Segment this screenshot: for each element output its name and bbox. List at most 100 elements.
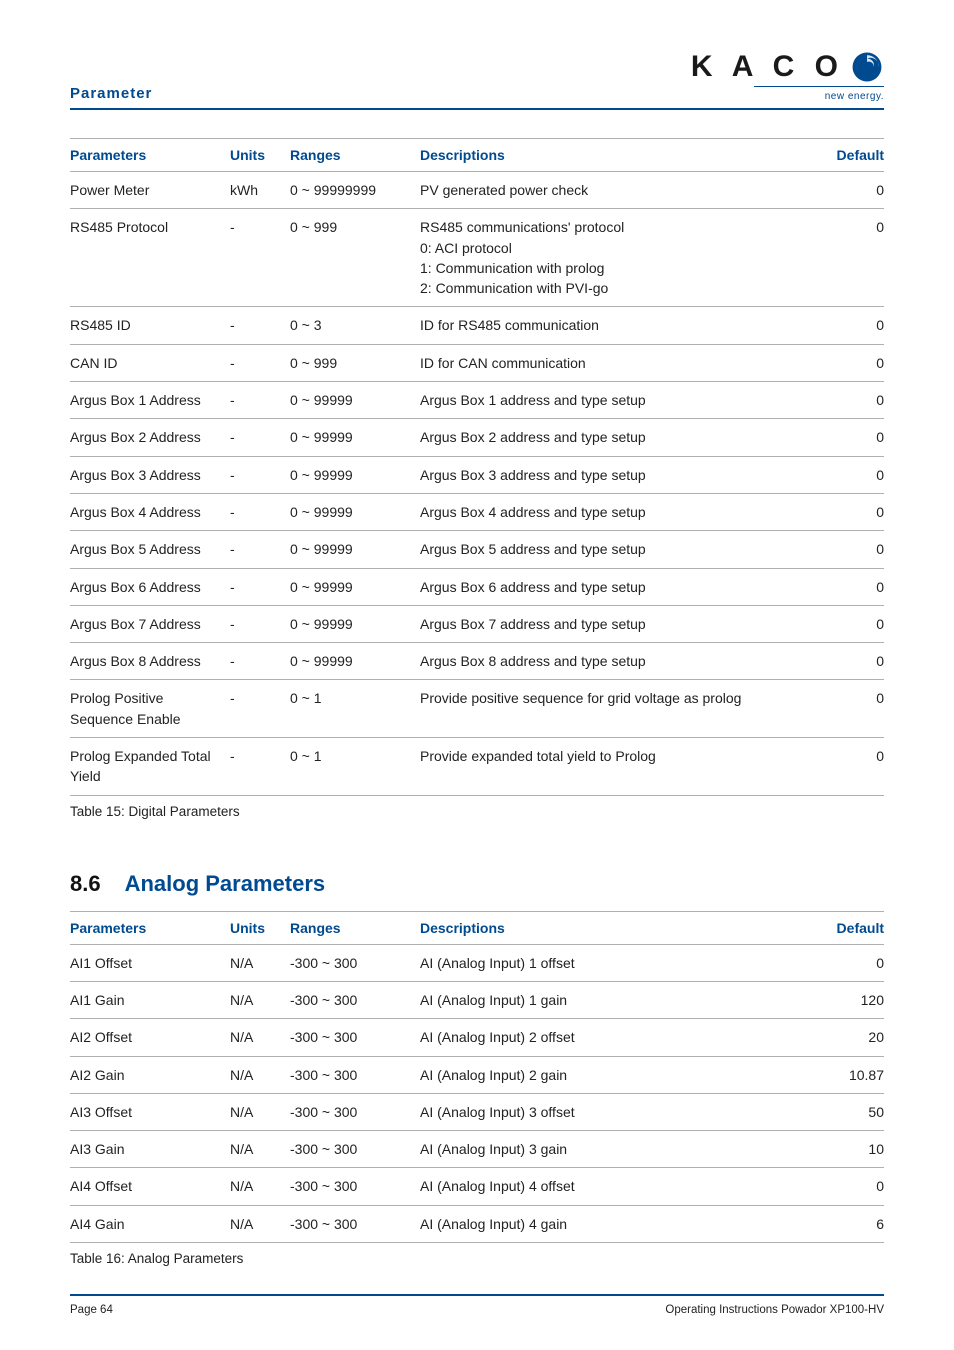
cell-units: - [230, 605, 290, 642]
cell-ranges: -300 ~ 300 [290, 1168, 420, 1205]
cell-desc: ID for CAN communication [420, 344, 804, 381]
table-row: AI4 OffsetN/A-300 ~ 300AI (Analog Input)… [70, 1168, 884, 1205]
col-header: Ranges [290, 911, 420, 944]
table-row: AI2 OffsetN/A-300 ~ 300AI (Analog Input)… [70, 1019, 884, 1056]
table-row: AI2 GainN/A-300 ~ 300AI (Analog Input) 2… [70, 1056, 884, 1093]
analog-parameters-table: Parameters Units Ranges Descriptions Def… [70, 911, 884, 1243]
header-label: Parameter [70, 85, 152, 102]
cell-units: N/A [230, 981, 290, 1018]
cell-param: Power Meter [70, 172, 230, 209]
cell-ranges: 0 ~ 999 [290, 209, 420, 307]
table-row: Argus Box 5 Address-0 ~ 99999Argus Box 5… [70, 531, 884, 568]
cell-default: 0 [804, 680, 884, 738]
cell-default: 0 [804, 568, 884, 605]
cell-ranges: 0 ~ 3 [290, 307, 420, 344]
col-header: Parameters [70, 139, 230, 172]
footer-doc-title: Operating Instructions Powador XP100-HV [665, 1304, 884, 1316]
cell-default: 0 [804, 605, 884, 642]
cell-param: AI2 Gain [70, 1056, 230, 1093]
cell-param: AI3 Offset [70, 1093, 230, 1130]
swirl-icon [850, 50, 884, 84]
cell-units: - [230, 344, 290, 381]
col-header: Units [230, 139, 290, 172]
cell-default: 0 [804, 944, 884, 981]
table-row: Argus Box 1 Address-0 ~ 99999Argus Box 1… [70, 382, 884, 419]
cell-param: Prolog Expanded Total Yield [70, 738, 230, 796]
cell-desc: Argus Box 3 address and type setup [420, 456, 804, 493]
cell-units: - [230, 456, 290, 493]
page-footer: Page 64 Operating Instructions Powador X… [70, 1294, 884, 1316]
cell-desc: Argus Box 4 address and type setup [420, 493, 804, 530]
cell-desc: Argus Box 1 address and type setup [420, 382, 804, 419]
cell-default: 0 [804, 1168, 884, 1205]
table-row: Argus Box 7 Address-0 ~ 99999Argus Box 7… [70, 605, 884, 642]
footer-page-number: Page 64 [70, 1304, 113, 1316]
cell-desc: Argus Box 2 address and type setup [420, 419, 804, 456]
cell-ranges: 0 ~ 99999 [290, 568, 420, 605]
logo: K A C O new energy. [691, 50, 884, 102]
table-row: CAN ID-0 ~ 999ID for CAN communication0 [70, 344, 884, 381]
cell-units: N/A [230, 1205, 290, 1242]
cell-param: Argus Box 3 Address [70, 456, 230, 493]
cell-default: 0 [804, 456, 884, 493]
cell-units: - [230, 531, 290, 568]
page-header: Parameter K A C O new energy. [70, 50, 884, 110]
cell-units: - [230, 680, 290, 738]
table-body: Power MeterkWh0 ~ 99999999PV generated p… [70, 172, 884, 796]
cell-default: 0 [804, 738, 884, 796]
cell-units: N/A [230, 1056, 290, 1093]
section-heading: 8.6Analog Parameters [70, 871, 884, 897]
cell-desc: Provide expanded total yield to Prolog [420, 738, 804, 796]
cell-units: - [230, 643, 290, 680]
cell-units: N/A [230, 1168, 290, 1205]
table-header-row: Parameters Units Ranges Descriptions Def… [70, 911, 884, 944]
section-title: Analog Parameters [125, 871, 326, 896]
logo-sub: new energy. [825, 91, 884, 102]
cell-ranges: 0 ~ 99999 [290, 419, 420, 456]
cell-desc: PV generated power check [420, 172, 804, 209]
cell-param: AI4 Gain [70, 1205, 230, 1242]
cell-param: AI3 Gain [70, 1131, 230, 1168]
table-row: Argus Box 3 Address-0 ~ 99999Argus Box 3… [70, 456, 884, 493]
cell-default: 0 [804, 531, 884, 568]
cell-ranges: 0 ~ 1 [290, 738, 420, 796]
cell-ranges: 0 ~ 999 [290, 344, 420, 381]
cell-units: N/A [230, 1019, 290, 1056]
col-header: Default [804, 139, 884, 172]
col-header: Descriptions [420, 139, 804, 172]
col-header: Descriptions [420, 911, 804, 944]
cell-units: N/A [230, 1093, 290, 1130]
table-row: AI4 GainN/A-300 ~ 300AI (Analog Input) 4… [70, 1205, 884, 1242]
col-header: Parameters [70, 911, 230, 944]
cell-desc: Provide positive sequence for grid volta… [420, 680, 804, 738]
table-row: AI1 GainN/A-300 ~ 300AI (Analog Input) 1… [70, 981, 884, 1018]
cell-ranges: -300 ~ 300 [290, 944, 420, 981]
cell-desc: AI (Analog Input) 4 gain [420, 1205, 804, 1242]
cell-ranges: -300 ~ 300 [290, 1205, 420, 1242]
cell-desc: Argus Box 6 address and type setup [420, 568, 804, 605]
cell-default: 10 [804, 1131, 884, 1168]
table-row: Argus Box 6 Address-0 ~ 99999Argus Box 6… [70, 568, 884, 605]
cell-units: N/A [230, 944, 290, 981]
cell-units: kWh [230, 172, 290, 209]
cell-units: - [230, 738, 290, 796]
cell-ranges: -300 ~ 300 [290, 981, 420, 1018]
cell-ranges: 0 ~ 99999999 [290, 172, 420, 209]
cell-default: 0 [804, 172, 884, 209]
table-row: AI1 OffsetN/A-300 ~ 300AI (Analog Input)… [70, 944, 884, 981]
cell-desc: Argus Box 7 address and type setup [420, 605, 804, 642]
cell-default: 0 [804, 344, 884, 381]
cell-desc: AI (Analog Input) 2 offset [420, 1019, 804, 1056]
cell-desc: Argus Box 5 address and type setup [420, 531, 804, 568]
col-header: Ranges [290, 139, 420, 172]
cell-ranges: 0 ~ 1 [290, 680, 420, 738]
table-row: AI3 OffsetN/A-300 ~ 300AI (Analog Input)… [70, 1093, 884, 1130]
table-row: Argus Box 2 Address-0 ~ 99999Argus Box 2… [70, 419, 884, 456]
cell-param: Argus Box 8 Address [70, 643, 230, 680]
cell-ranges: -300 ~ 300 [290, 1093, 420, 1130]
cell-default: 120 [804, 981, 884, 1018]
cell-default: 10.87 [804, 1056, 884, 1093]
cell-ranges: -300 ~ 300 [290, 1019, 420, 1056]
table-row: Power MeterkWh0 ~ 99999999PV generated p… [70, 172, 884, 209]
cell-units: - [230, 209, 290, 307]
